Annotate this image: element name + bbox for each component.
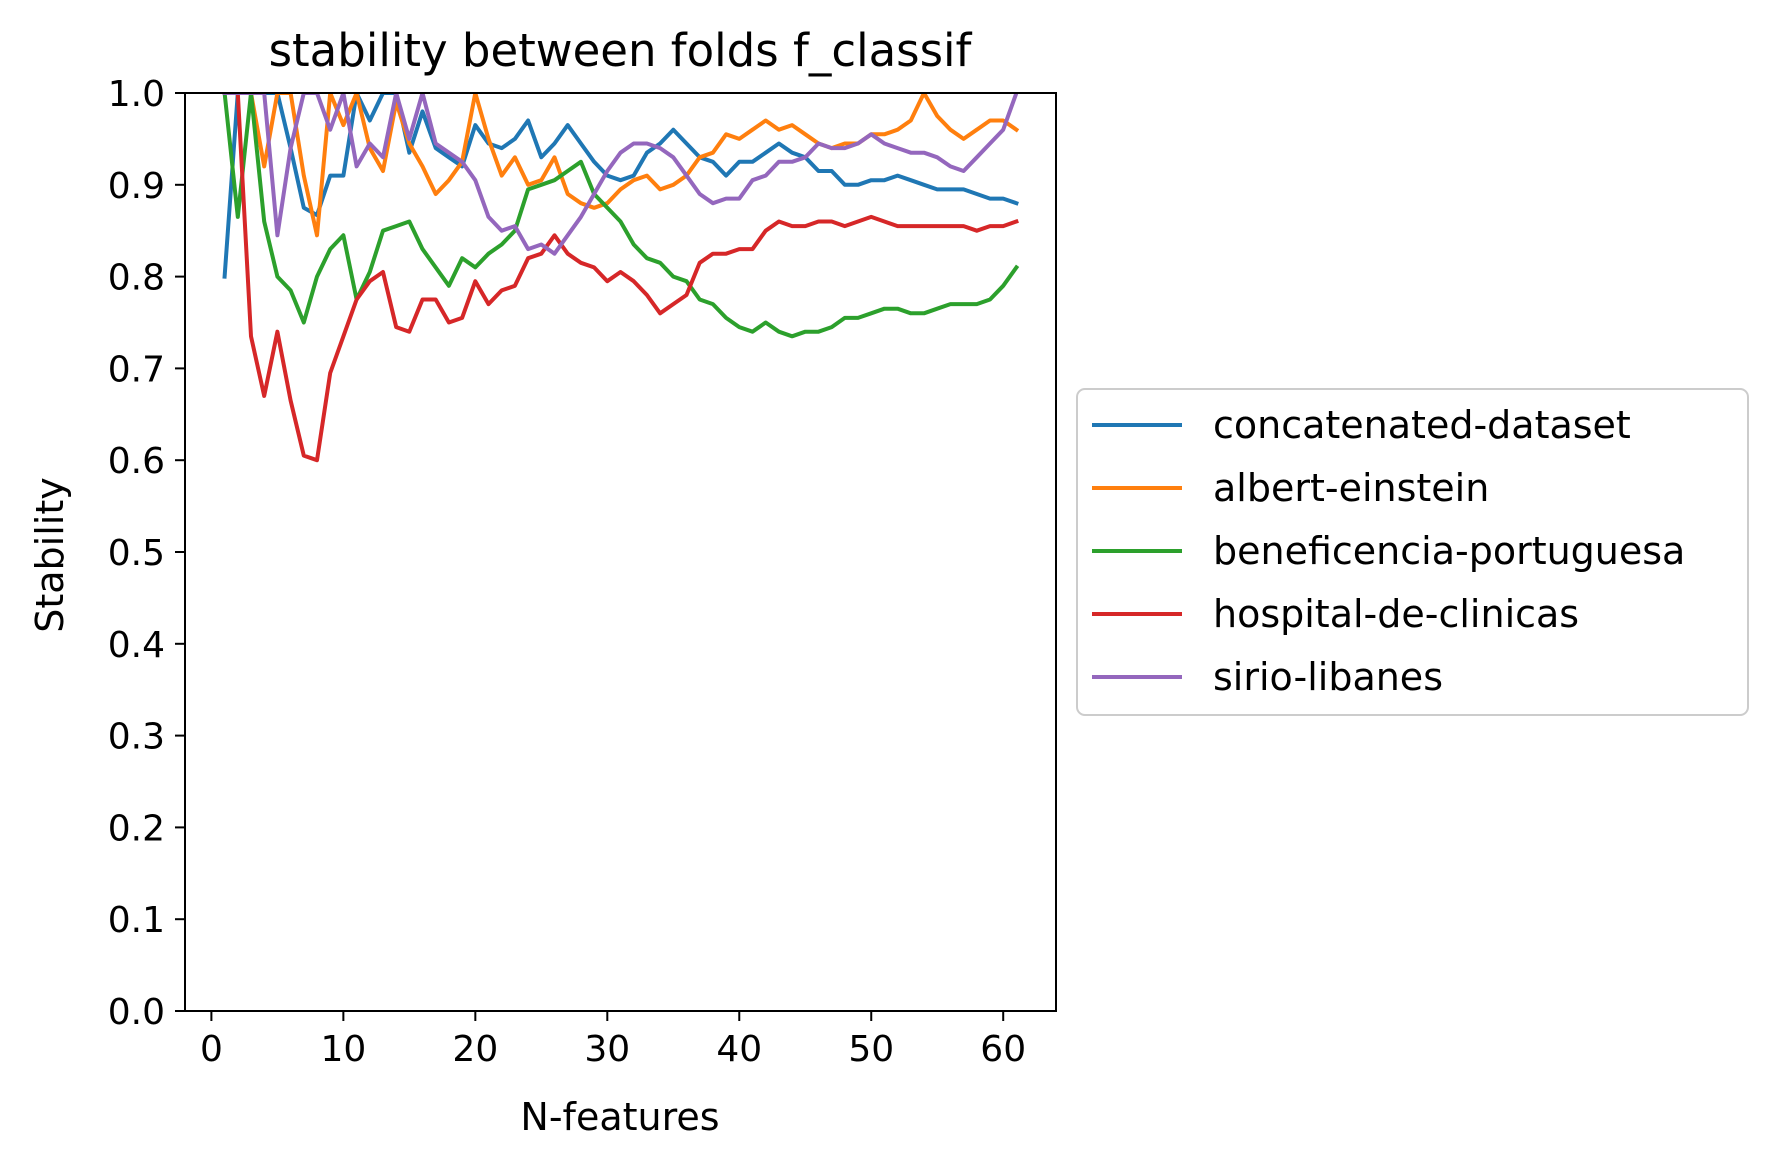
y-tick-label: 0.1 bbox=[108, 900, 165, 941]
x-axis-label: N-features bbox=[520, 1095, 719, 1139]
series-line-albert-einstein bbox=[222, 93, 1020, 238]
legend-label-sirio-libanes: sirio-libanes bbox=[1213, 655, 1443, 699]
y-tick-label: 0.5 bbox=[108, 533, 165, 574]
legend-label-albert-einstein: albert-einstein bbox=[1213, 466, 1489, 510]
x-tick-label: 50 bbox=[848, 1029, 894, 1070]
y-tick-label: 0.6 bbox=[108, 441, 165, 482]
y-tick-label: 1.0 bbox=[108, 74, 165, 115]
legend-label-concatenated-dataset: concatenated-dataset bbox=[1213, 403, 1631, 447]
legend: concatenated-dataset albert-einstein benef… bbox=[1076, 388, 1749, 716]
x-tick-label: 10 bbox=[320, 1029, 366, 1070]
y-tick-label: 0.7 bbox=[108, 349, 165, 390]
legend-label-beneficencia-portuguesa: beneficencia-portuguesa bbox=[1213, 529, 1685, 573]
y-axis-ticks: 0.0 0.1 0.2 0.3 0.4 0.5 0.6 0.7 0.8 0.9 1.0 bbox=[108, 74, 185, 1033]
x-tick-label: 60 bbox=[980, 1029, 1026, 1070]
y-tick-label: 0.8 bbox=[108, 258, 165, 299]
legend-items: concatenated-dataset albert-einstein benef… bbox=[1092, 403, 1685, 699]
y-axis-label: Stability bbox=[28, 477, 72, 633]
y-tick-label: 0.3 bbox=[108, 717, 165, 758]
legend-box bbox=[1076, 388, 1749, 716]
series-line-sirio-libanes bbox=[222, 93, 1019, 256]
x-tick-label: 40 bbox=[716, 1029, 762, 1070]
x-tick-label: 30 bbox=[584, 1029, 630, 1070]
chart-title: stability between folds f_classif bbox=[269, 24, 973, 77]
series-line-concatenated-dataset bbox=[222, 93, 1019, 279]
x-tick-label: 20 bbox=[452, 1029, 498, 1070]
legend-label-hospital-de-clinicas: hospital-de-clinicas bbox=[1213, 592, 1579, 636]
y-tick-label: 0.9 bbox=[108, 166, 165, 207]
x-tick-label: 0 bbox=[200, 1029, 223, 1070]
series-line-hospital-de-clinicas bbox=[222, 93, 1019, 463]
y-tick-label: 0.4 bbox=[108, 625, 165, 666]
series-layer bbox=[222, 93, 1020, 463]
x-axis-ticks: 0 10 20 30 40 50 60 bbox=[200, 1011, 1026, 1070]
y-tick-label: 0.2 bbox=[108, 808, 165, 849]
y-tick-label: 0.0 bbox=[108, 992, 165, 1033]
plot-area bbox=[184, 92, 1057, 1012]
